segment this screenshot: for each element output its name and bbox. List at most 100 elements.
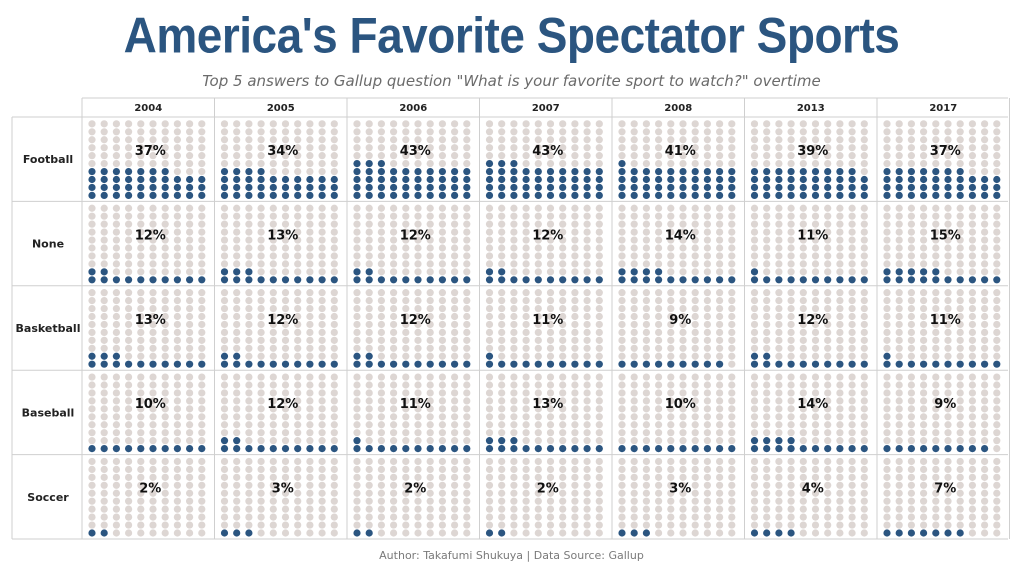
waffle-dot-empty <box>281 336 290 344</box>
waffle-dot-empty <box>932 328 940 336</box>
waffle-dot-filled <box>728 191 736 199</box>
waffle-dot-empty <box>836 437 844 445</box>
waffle-dot-empty <box>716 373 724 381</box>
waffle-dot-empty <box>438 289 446 297</box>
waffle-dot-empty <box>546 220 555 228</box>
waffle-dot-empty <box>377 429 385 437</box>
waffle-dot-empty <box>390 120 398 128</box>
waffle-dot-empty <box>763 413 771 421</box>
waffle-dot-empty <box>257 312 265 321</box>
sport-label: Soccer <box>27 491 69 504</box>
waffle-dot-empty <box>426 320 434 329</box>
waffle-dot-empty <box>799 297 807 305</box>
waffle-dot-filled <box>895 360 903 368</box>
waffle-dot-empty <box>883 297 891 305</box>
waffle-dot-empty <box>438 397 446 405</box>
waffle-dot-empty <box>414 344 422 352</box>
waffle-dot-empty <box>691 144 699 152</box>
waffle-dot-empty <box>546 212 555 220</box>
waffle-dot-filled <box>510 445 518 453</box>
waffle-dot-filled <box>787 360 795 368</box>
waffle-dot-empty <box>173 260 181 268</box>
waffle-dot-empty <box>330 473 338 481</box>
waffle-dot-empty <box>750 160 759 168</box>
waffle-dot-empty <box>186 289 194 297</box>
waffle-dot-filled <box>907 183 916 192</box>
waffle-dot-empty <box>281 373 290 381</box>
waffle-dot-empty <box>377 120 385 128</box>
waffle-dot-empty <box>907 120 916 128</box>
waffle-dot-empty <box>595 212 603 220</box>
waffle-dot-empty <box>981 297 989 305</box>
waffle-dot-empty <box>920 457 928 466</box>
waffle-dot-filled <box>799 360 807 368</box>
waffle-dot-filled <box>330 183 338 192</box>
waffle-dot-empty <box>618 204 626 212</box>
waffle-dot-empty <box>642 344 651 352</box>
waffle-dot-empty <box>306 120 314 128</box>
waffle-dot-filled <box>728 167 736 176</box>
waffle-dot-empty <box>667 136 675 144</box>
waffle-dot-empty <box>763 268 771 276</box>
waffle-dot-empty <box>836 505 844 513</box>
waffle-dot-filled <box>353 183 361 192</box>
waffle-dot-empty <box>220 457 229 466</box>
waffle-dot-empty <box>836 320 844 329</box>
waffle-dot-empty <box>451 120 459 128</box>
waffle-dot-filled <box>414 183 422 192</box>
waffle-dot-filled <box>534 360 542 368</box>
waffle-dot-filled <box>836 167 844 176</box>
waffle-dot-empty <box>667 344 675 352</box>
waffle-dot-empty <box>956 312 964 321</box>
waffle-dot-empty <box>149 529 157 537</box>
waffle-dot-empty <box>463 529 471 537</box>
waffle-dot-empty <box>522 473 530 481</box>
waffle-dot-filled <box>630 276 638 284</box>
waffle-dot-empty <box>257 328 265 336</box>
waffle-dot-empty <box>703 521 712 529</box>
waffle-dot-empty <box>895 505 903 513</box>
waffle-dot-empty <box>883 413 891 421</box>
waffle-dot-filled <box>161 360 169 368</box>
waffle-dot-empty <box>848 236 856 244</box>
waffle-dot-empty <box>463 260 471 268</box>
waffle-dot-empty <box>860 289 868 297</box>
waffle-dot-empty <box>257 144 265 152</box>
waffle-dot-empty <box>365 228 373 236</box>
waffle-dot-empty <box>920 160 928 168</box>
waffle-dot-empty <box>100 413 108 421</box>
waffle-dot-filled <box>522 445 530 453</box>
waffle-dot-empty <box>173 389 181 397</box>
waffle-dot-filled <box>691 276 699 284</box>
waffle-dot-empty <box>595 328 603 336</box>
waffle-dot-empty <box>353 120 361 128</box>
waffle-dot-empty <box>944 405 952 413</box>
waffle-dot-empty <box>546 244 555 252</box>
waffle-dot-filled <box>642 175 651 184</box>
waffle-dot-empty <box>522 465 530 473</box>
waffle-dot-empty <box>836 204 844 212</box>
waffle-dot-empty <box>88 244 96 252</box>
waffle-dot-empty <box>895 120 903 128</box>
waffle-dot-filled <box>932 175 940 184</box>
waffle-dot-empty <box>860 421 868 429</box>
waffle-dot-empty <box>245 128 253 136</box>
waffle-dot-empty <box>390 320 398 329</box>
waffle-dot-empty <box>981 320 989 329</box>
waffle-dot-empty <box>353 204 361 212</box>
waffle-dot-empty <box>799 220 807 228</box>
waffle-dot-empty <box>595 144 603 152</box>
waffle-dot-empty <box>245 389 253 397</box>
waffle-dot-empty <box>703 344 712 352</box>
waffle-dot-empty <box>281 505 290 513</box>
waffle-dot-filled <box>642 445 651 453</box>
waffle-dot-filled <box>920 167 928 176</box>
waffle-dot-empty <box>330 529 338 537</box>
waffle-dot-empty <box>799 481 807 489</box>
waffle-dot-empty <box>173 312 181 321</box>
waffle-dot-empty <box>365 289 373 297</box>
waffle-dot-empty <box>618 521 626 529</box>
waffle-dot-filled <box>463 167 471 176</box>
waffle-dot-empty <box>667 513 675 521</box>
waffle-dot-filled <box>498 167 506 176</box>
